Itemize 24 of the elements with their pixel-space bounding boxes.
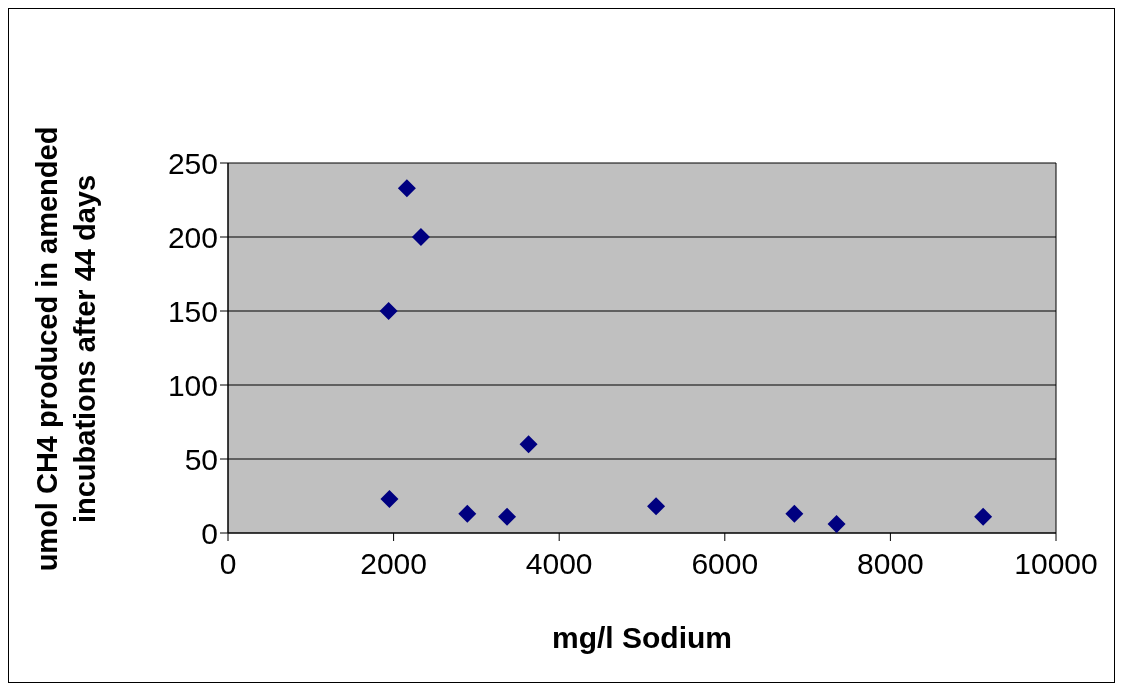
point [974,507,993,526]
point [379,302,398,320]
point [785,504,804,523]
point [498,507,517,526]
x-tick-label: 2000 [360,547,427,581]
y-tick-label: 200 [167,220,218,254]
y-axis-title: umol CH4 produced in amended incubations after 44 days [30,125,102,574]
y-tick-label: 100 [167,368,218,402]
point [519,435,538,454]
y-tick-label: 150 [167,294,218,328]
point [458,504,477,523]
point [647,497,666,516]
x-axis-title: mg/l Sodium [551,621,733,655]
x-tick-label: 8000 [857,547,924,581]
point [411,228,430,246]
point [380,489,399,508]
point [397,179,416,198]
x-tick-label: 6000 [691,547,759,581]
y-tick-label: 250 [167,146,218,180]
x-tick-label: 4000 [525,547,593,581]
y-tick-label: 0 [201,516,218,550]
point [827,515,846,533]
x-tick-label: 10000 [1014,547,1098,581]
y-tick-label: 50 [184,442,218,476]
